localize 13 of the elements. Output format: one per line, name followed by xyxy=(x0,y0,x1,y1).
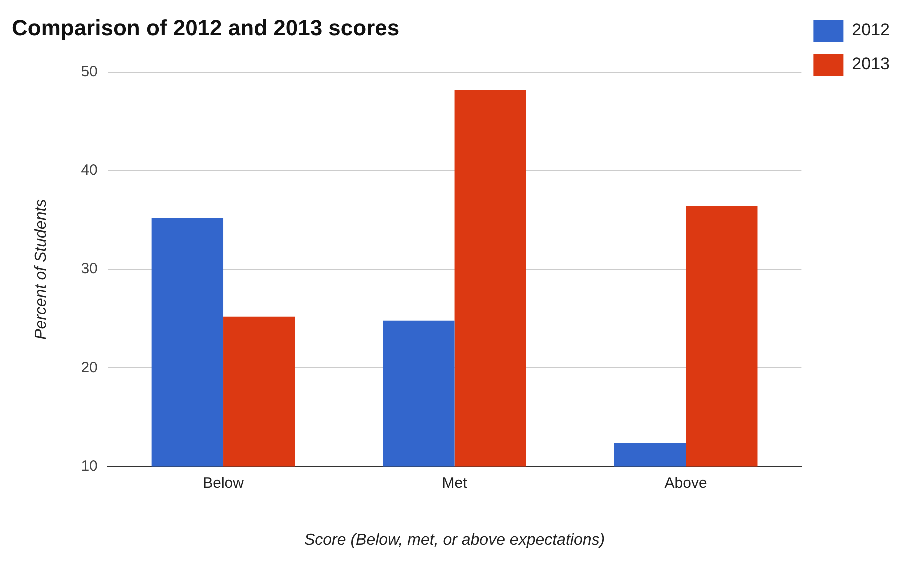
x-tick-label: Below xyxy=(203,474,244,492)
x-axis-title: Score (Below, met, or above expectations) xyxy=(304,532,606,549)
y-tick-label: 50 xyxy=(81,64,98,81)
x-tick-label: Met xyxy=(442,474,468,492)
y-tick-label: 10 xyxy=(81,458,98,475)
legend-label: 2012 xyxy=(852,20,890,40)
chart-title: Comparison of 2012 and 2013 scores xyxy=(12,15,400,40)
y-tick-label: 30 xyxy=(81,260,98,278)
x-tick-label: Above xyxy=(664,474,708,492)
y-tick-label: 20 xyxy=(81,359,98,376)
legend-label: 2013 xyxy=(852,54,890,74)
y-tick-label: 40 xyxy=(81,162,98,180)
y-axis-title: Percent of Students xyxy=(33,199,50,340)
